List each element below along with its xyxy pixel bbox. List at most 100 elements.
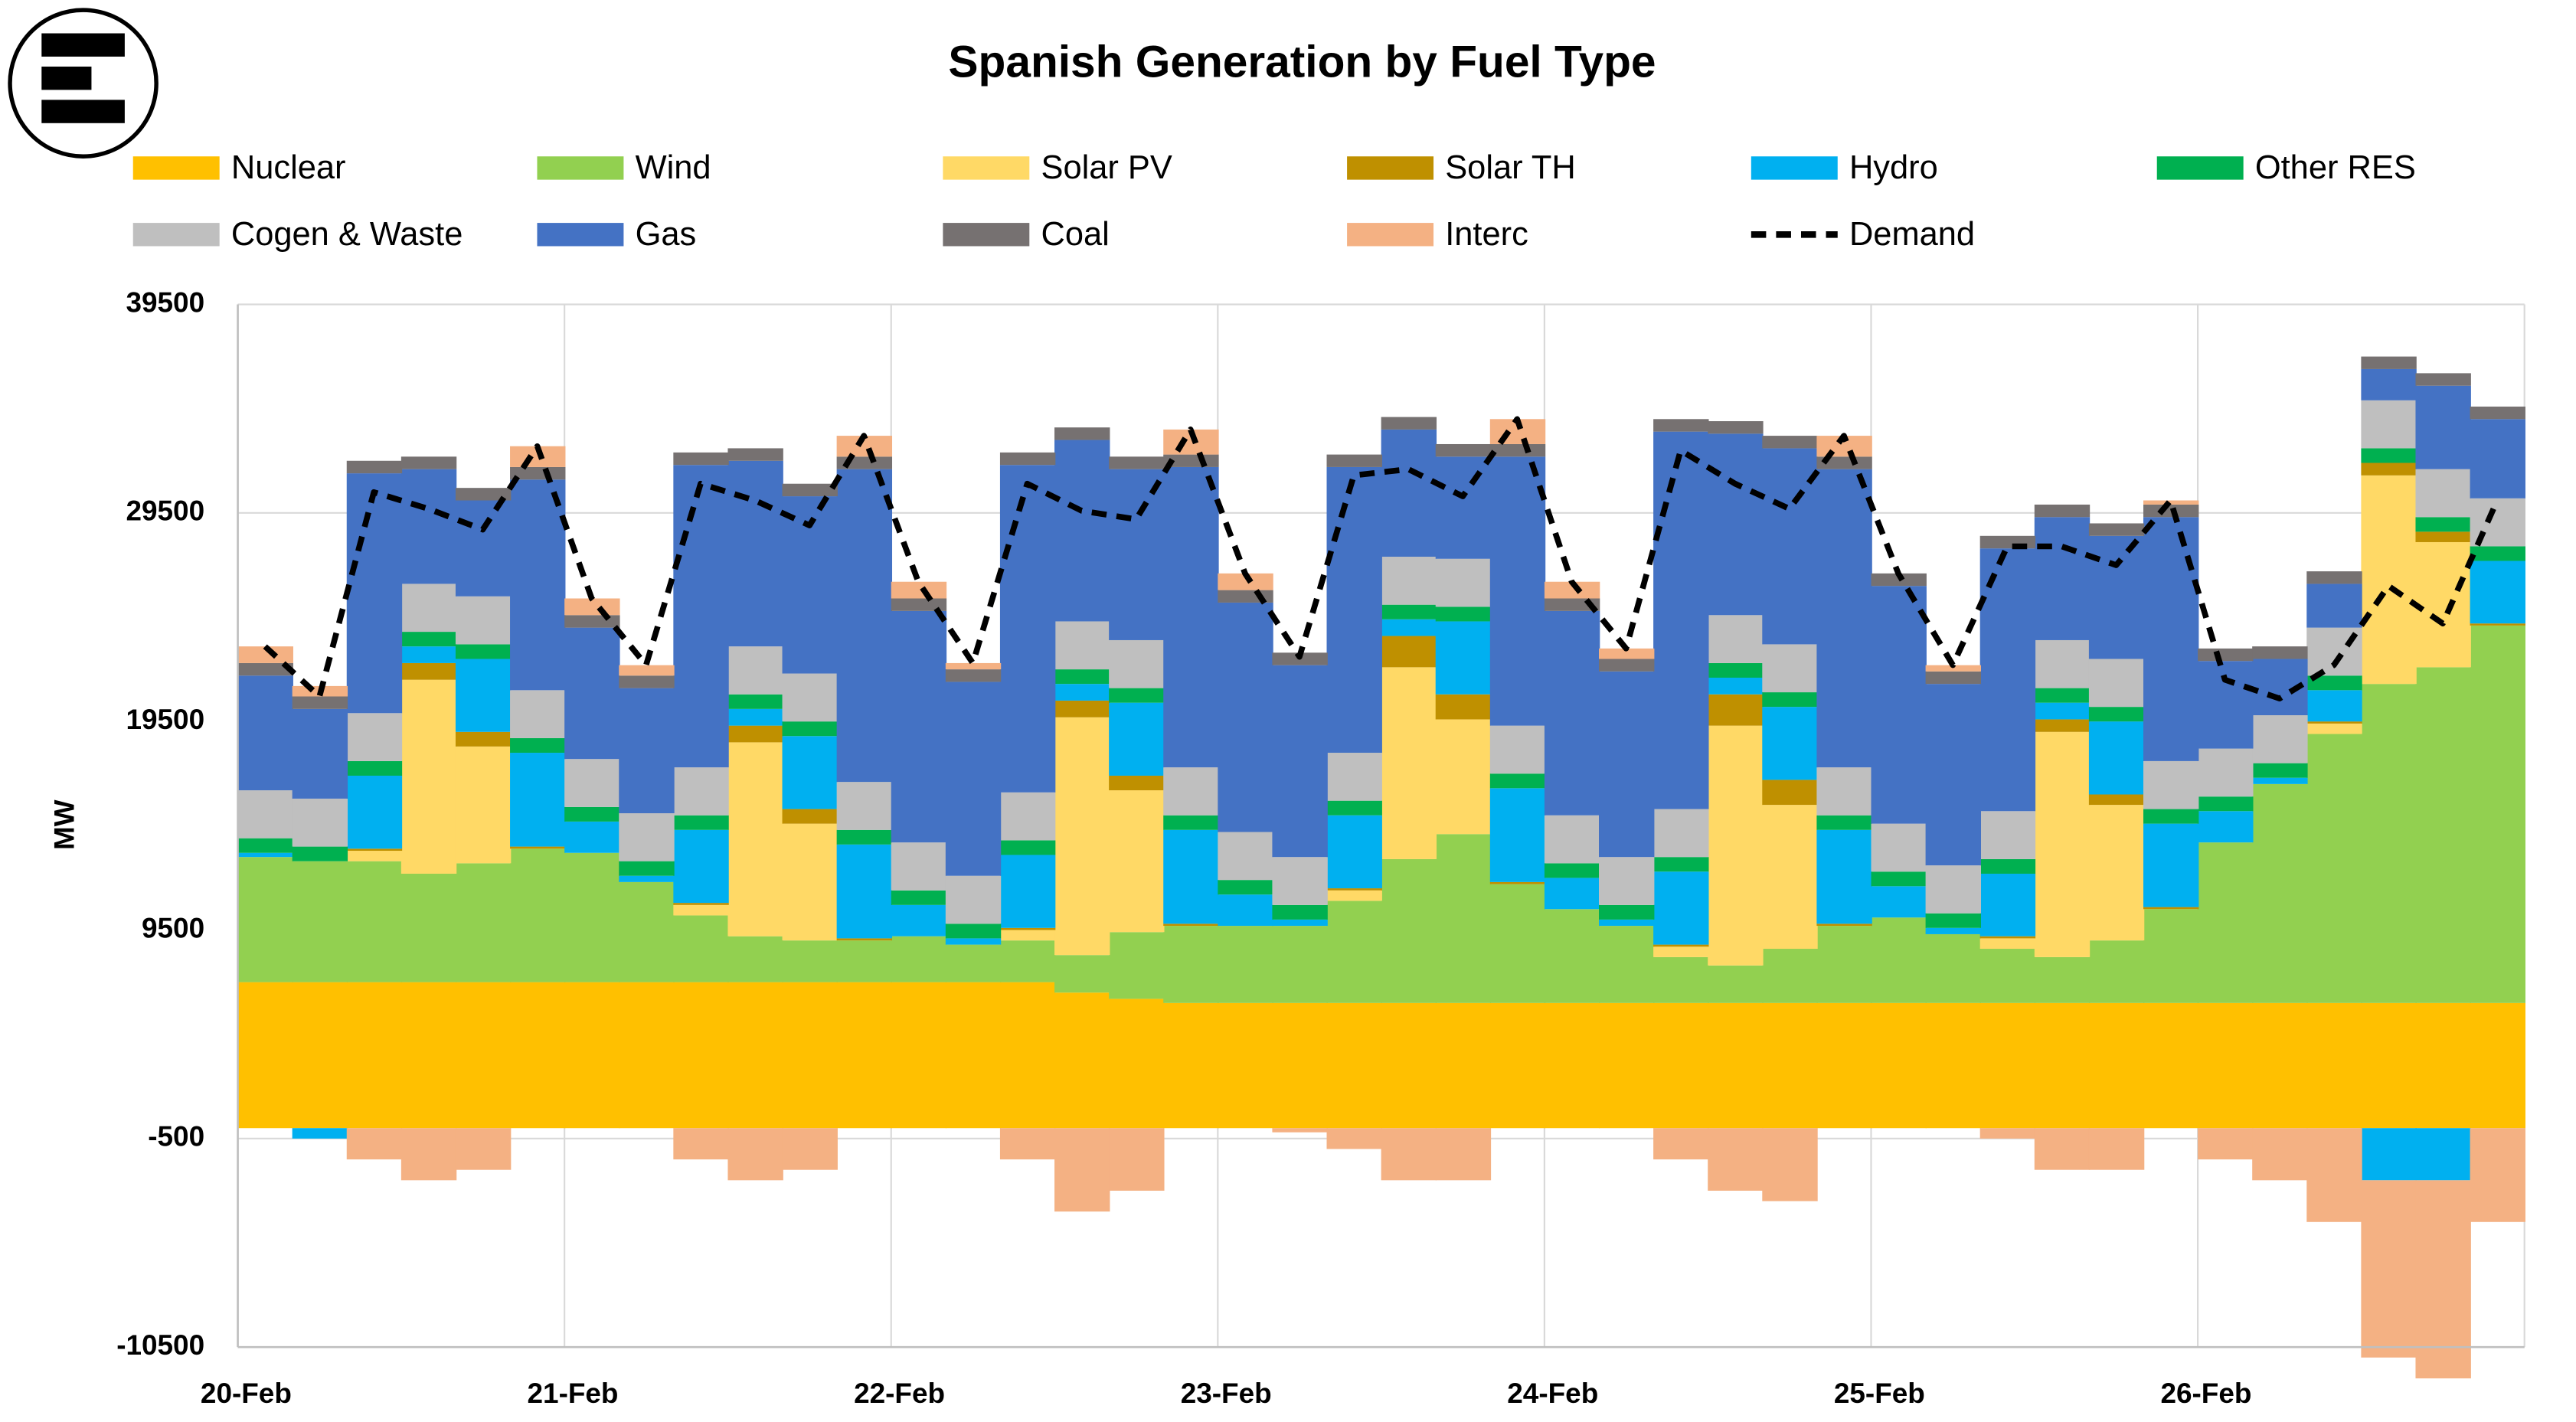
area-segment (400, 456, 457, 469)
area-segment (945, 982, 1002, 1129)
area-segment (292, 1128, 348, 1139)
area-segment (1109, 639, 1165, 688)
area-segment (1326, 800, 1382, 816)
area-segment (1435, 834, 1492, 1003)
y-tick-label: 39500 (126, 286, 204, 318)
area-segment (945, 875, 1002, 924)
area-segment (1544, 610, 1600, 816)
area-segment (455, 644, 512, 659)
area-segment (1925, 927, 1981, 934)
area-segment (673, 465, 729, 768)
area-segment (1653, 944, 1709, 947)
area-segment (564, 852, 620, 982)
area-segment (2088, 1002, 2145, 1129)
x-tick-label: 25-Feb (1834, 1378, 1925, 1409)
area-segment (673, 829, 729, 904)
area-segment (999, 927, 1056, 930)
area-segment (1489, 1002, 1546, 1129)
area-segment (782, 982, 838, 1129)
area-segment (1109, 702, 1165, 776)
area-segment (455, 659, 512, 732)
area-segment (1599, 671, 1655, 858)
area-segment (2034, 1002, 2091, 1129)
area-segment (1816, 923, 1872, 927)
area-segment (400, 469, 457, 584)
area-segment (1925, 913, 1981, 928)
area-segment (619, 875, 675, 882)
area-segment (346, 775, 403, 849)
area-segment (891, 598, 947, 611)
area-segment (2034, 956, 2091, 1003)
area-segment (891, 904, 947, 937)
area-segment (999, 940, 1056, 982)
area-segment (564, 598, 620, 616)
area-segment (2306, 1002, 2362, 1129)
area-segment (2252, 1002, 2308, 1129)
area-segment (1544, 815, 1600, 864)
area-segment (782, 809, 838, 824)
area-segment (346, 851, 403, 861)
area-segment (836, 938, 893, 941)
area-segment (2470, 623, 2525, 626)
area-segment (292, 982, 348, 1129)
y-axis-label: MW (49, 799, 80, 850)
legend-swatch (132, 156, 220, 180)
area-segment (836, 844, 893, 939)
area-segment (237, 662, 293, 676)
area-segment (237, 852, 293, 858)
area-segment (2361, 1002, 2417, 1129)
area-segment (1381, 417, 1437, 430)
area-segment (782, 736, 838, 809)
area-segment (1599, 904, 1655, 920)
area-segment (2143, 1002, 2199, 1129)
legend-swatch (537, 223, 624, 247)
area-segment (2143, 517, 2199, 761)
area-segment (400, 873, 457, 982)
area-segment (1762, 1128, 1818, 1201)
area-segment (1054, 992, 1110, 1129)
area-segment (1435, 606, 1492, 622)
area-segment (2034, 702, 2091, 720)
area-segment (727, 936, 783, 982)
area-segment (782, 1128, 838, 1170)
area-segment (1272, 904, 1328, 920)
area-segment (673, 1128, 729, 1160)
area-segment (2415, 1128, 2471, 1181)
area-segment (2415, 1180, 2471, 1379)
area-segment (999, 982, 1056, 1129)
legend-label: Other RES (2255, 149, 2416, 186)
legend-label: Demand (1849, 216, 1975, 253)
area-segment (836, 782, 893, 830)
area-segment (1762, 436, 1818, 449)
area-segment (2088, 523, 2145, 536)
area-segment (2415, 541, 2471, 668)
logo (8, 8, 159, 159)
area-segment (2470, 625, 2525, 1003)
area-segment (1109, 688, 1165, 703)
area-segment (891, 890, 947, 905)
area-segment (1708, 725, 1764, 966)
area-segment (2198, 1002, 2254, 1129)
area-segment (2198, 811, 2254, 843)
area-segment (1708, 1128, 1764, 1191)
area-segment (2415, 517, 2471, 532)
area-segment (2034, 719, 2091, 732)
area-segment (1326, 466, 1382, 753)
area-segment (945, 944, 1002, 982)
area-segment (1762, 949, 1818, 1003)
area-segment (2470, 1002, 2525, 1129)
area-segment (292, 861, 348, 982)
area-segment (2088, 1128, 2145, 1170)
area-segment (400, 646, 457, 663)
area-segment (564, 615, 620, 628)
area-segment (346, 848, 403, 852)
area-segment (1871, 823, 1927, 872)
area-segment (2470, 406, 2525, 420)
area-segment (1544, 581, 1600, 599)
area-segment (2306, 1128, 2362, 1222)
legend-label: Hydro (1849, 149, 1938, 186)
area-segment (2252, 646, 2308, 659)
area-segment (673, 903, 729, 905)
area-segment (1054, 621, 1110, 670)
area-segment (2198, 661, 2254, 749)
